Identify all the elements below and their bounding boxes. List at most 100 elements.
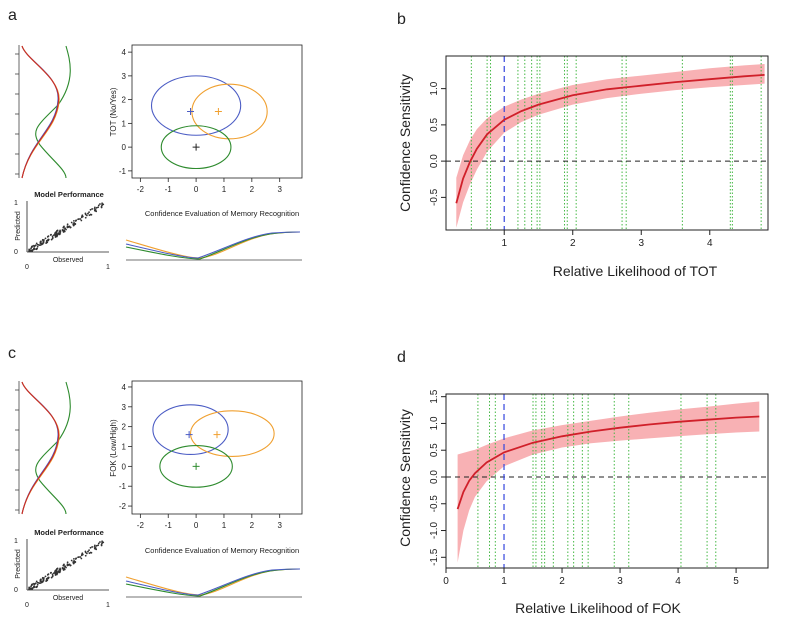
c-scatter-point [41, 576, 44, 579]
c-left-density [15, 381, 71, 515]
c-scatter-point [89, 546, 92, 549]
a-scatter-point [66, 225, 69, 227]
a-scatter-point [66, 223, 69, 226]
c-model-performance: Model Performance Predicted Observed 0 1… [14, 528, 110, 609]
c-scatter-point [58, 571, 61, 574]
a-scatter-point [45, 241, 48, 243]
a-density-blue [21, 45, 59, 179]
a-density-green [35, 45, 71, 179]
c-scatter-point [59, 568, 62, 571]
c-performance-scatter [28, 540, 105, 590]
c-scatter-point [47, 573, 50, 576]
a-ellipse-ytick-label: 1 [122, 119, 127, 128]
c-density-orange [21, 381, 60, 515]
a-scatter-point [88, 211, 90, 214]
a-scatter-point [63, 225, 65, 228]
d-ytick-label: 1.5 [429, 389, 440, 403]
a-scatter-point [47, 235, 50, 238]
c-scatter-point [69, 564, 72, 567]
a-scatter-point [29, 249, 32, 252]
a-scatter-point [51, 235, 54, 238]
a-scatter-point [54, 234, 57, 237]
c-performance-title: Model Performance [34, 528, 104, 537]
c-density-red [21, 381, 60, 515]
c-ellipse-ytick-label: -2 [119, 502, 127, 511]
c-performance-xlabel: Observed [53, 595, 83, 602]
c-scatter-point [94, 546, 97, 549]
b-xtick-label: 3 [638, 238, 644, 249]
a-ellipse-ytick-label: -1 [119, 167, 127, 176]
a-scatter-point [90, 213, 93, 216]
d-ytick-label: -1.0 [429, 521, 440, 539]
a-scatter-point [42, 241, 45, 244]
c-ellipse-ytick-label: -1 [119, 482, 127, 491]
c-scatter-point [36, 583, 39, 586]
a-scatter-point [40, 243, 43, 246]
a-ellipse-ytick-label: 3 [122, 72, 127, 81]
c-density-blue [21, 381, 59, 515]
a-performance-ytick-1: 1 [14, 200, 18, 207]
c-scatter-point [31, 587, 34, 589]
a-scatter-point [101, 203, 104, 206]
a-scatter-point [36, 243, 39, 246]
c-ellipse-xtick-label: 2 [250, 521, 255, 530]
a-performance-ylabel: Predicted [15, 211, 22, 241]
c-scatter-point [74, 561, 77, 563]
c-scatter-point [100, 543, 103, 546]
c-ellipse-y-ticks: -2 -1 0 1 2 3 4 [119, 383, 132, 511]
d-xtick-label: 0 [443, 576, 449, 587]
c-ellipse-ytick-label: 3 [122, 403, 127, 412]
a-scatter-point [35, 242, 38, 245]
c-scatter-point [78, 556, 80, 558]
panel-letter-c: c [8, 345, 16, 362]
a-ellipse-ytick-label: 4 [122, 48, 127, 57]
a-scatter-point [87, 212, 89, 215]
b-xlabel: Relative Likelihood of TOT [553, 263, 718, 279]
c-scatter-point [44, 575, 47, 578]
b-plot-frame [445, 55, 769, 231]
c-ellipse-x-ticks: -2 -1 0 1 2 3 [137, 514, 282, 530]
a-scatter-point [69, 226, 72, 229]
c-scatter-point [56, 573, 58, 576]
b-xtick-label: 2 [570, 238, 576, 249]
c-scatter-point [84, 554, 87, 557]
c-scatter-point [70, 559, 73, 562]
a-scatter-point [79, 218, 82, 220]
c-ellipse-xtick-label: 1 [222, 521, 227, 530]
a-scatter-point [93, 206, 96, 209]
b-ytick-label: 1.0 [429, 81, 440, 95]
panel-letter-a: a [8, 7, 17, 24]
c-scatter-point [46, 577, 49, 580]
c-performance-tick-0: 0 [25, 602, 29, 609]
c-scatter-point [36, 581, 39, 584]
a-performance-xlabel: Observed [53, 257, 83, 264]
c-ellipse-xtick-label: -1 [165, 521, 173, 530]
c-scatter-point [42, 578, 45, 581]
c-scatter-point [88, 549, 90, 552]
a-bottom-density [125, 231, 302, 261]
c-ellipse-blue [152, 404, 229, 455]
panel-letter-b: b [397, 11, 406, 28]
d-ylabel: Confidence Sensitivity [397, 409, 413, 547]
d-xlabel: Relative Likelihood of FOK [515, 600, 681, 616]
a-ellipse-y-ticks: -1 0 1 2 3 4 [119, 48, 132, 176]
panel-c: c -2 -1 0 1 2 3 4 -2 -1 0 1 2 3 FOK (Low/High) Conf… [8, 345, 303, 609]
a-scatter-point [84, 216, 87, 219]
c-scatter-point [87, 550, 89, 553]
a-scatter-point [75, 219, 78, 222]
a-scatter-point [58, 233, 61, 236]
c-scatter-point [72, 562, 75, 564]
a-scatter-point [36, 245, 39, 248]
a-scatter-point [30, 247, 32, 250]
c-scatter-point [33, 585, 35, 588]
a-density-red [21, 45, 60, 179]
b-xtick-label: 4 [707, 238, 713, 249]
a-performance-scatter [28, 202, 105, 252]
a-ellipse-ytick-label: 0 [122, 143, 127, 152]
a-scatter-point [65, 228, 67, 231]
a-scatter-point [50, 238, 53, 241]
a-scatter-point [52, 234, 55, 237]
a-scatter-point [101, 202, 104, 205]
c-scatter-point [29, 587, 32, 590]
